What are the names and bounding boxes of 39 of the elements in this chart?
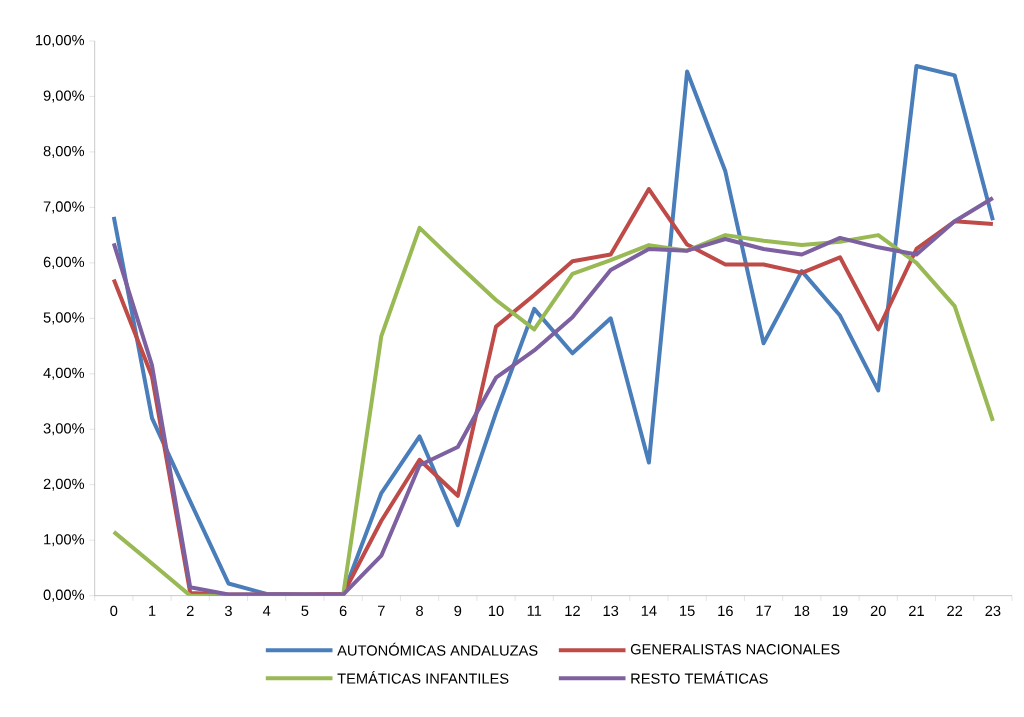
x-tick-label: 17 [756, 605, 771, 616]
y-tick-label: 8,00% [43, 145, 85, 158]
y-tick-label: 7,00% [43, 201, 85, 214]
y-tick-label: 10,00% [36, 34, 85, 48]
x-tick-label: 7 [378, 605, 385, 616]
x-tick-label: 2 [186, 605, 194, 616]
legend-label: TEMÁTICAS INFANTILES [337, 670, 509, 684]
x-tick-label: 5 [301, 605, 309, 616]
x-tick-label: 21 [909, 605, 924, 616]
x-tick-label: 23 [985, 605, 1001, 617]
x-tick-label: 3 [224, 605, 232, 617]
y-tick-label: 0,00% [43, 589, 85, 602]
x-tick-label: 8 [416, 605, 423, 617]
x-tick-label: 18 [794, 605, 810, 617]
x-tick-label: 9 [454, 605, 462, 617]
x-tick-label: 13 [603, 605, 619, 617]
x-tick-label: 22 [947, 605, 963, 616]
y-tick-label: 6,00% [43, 256, 85, 269]
x-tick-label: 6 [339, 605, 347, 617]
x-tick-label: 20 [870, 605, 886, 617]
y-tick-label: 9,00% [43, 90, 85, 103]
legend-label: AUTONÓMICAS ANDALUZAS [337, 642, 538, 656]
x-tick-label: 11 [527, 605, 542, 616]
x-tick-label: 1 [149, 605, 156, 616]
x-tick-label: 16 [718, 605, 733, 617]
x-tick-label: 10 [488, 605, 504, 617]
legend-label: RESTO TEMÁTICAS [631, 670, 768, 684]
x-tick-label: 12 [565, 605, 580, 616]
x-tick-label: 14 [641, 605, 657, 616]
x-tick-label: 19 [832, 605, 848, 617]
x-tick-label: 4 [262, 605, 271, 616]
y-tick-label: 3,00% [43, 423, 85, 436]
x-tick-label: 0 [110, 605, 118, 617]
y-tick-label: 1,00% [44, 534, 85, 547]
x-tick-label: 15 [680, 605, 695, 616]
y-tick-label: 5,00% [43, 312, 85, 325]
legend-label: GENERALISTAS NACIONALES [630, 644, 840, 655]
y-tick-label: 2,00% [43, 478, 85, 491]
y-tick-label: 4,00% [43, 367, 85, 380]
